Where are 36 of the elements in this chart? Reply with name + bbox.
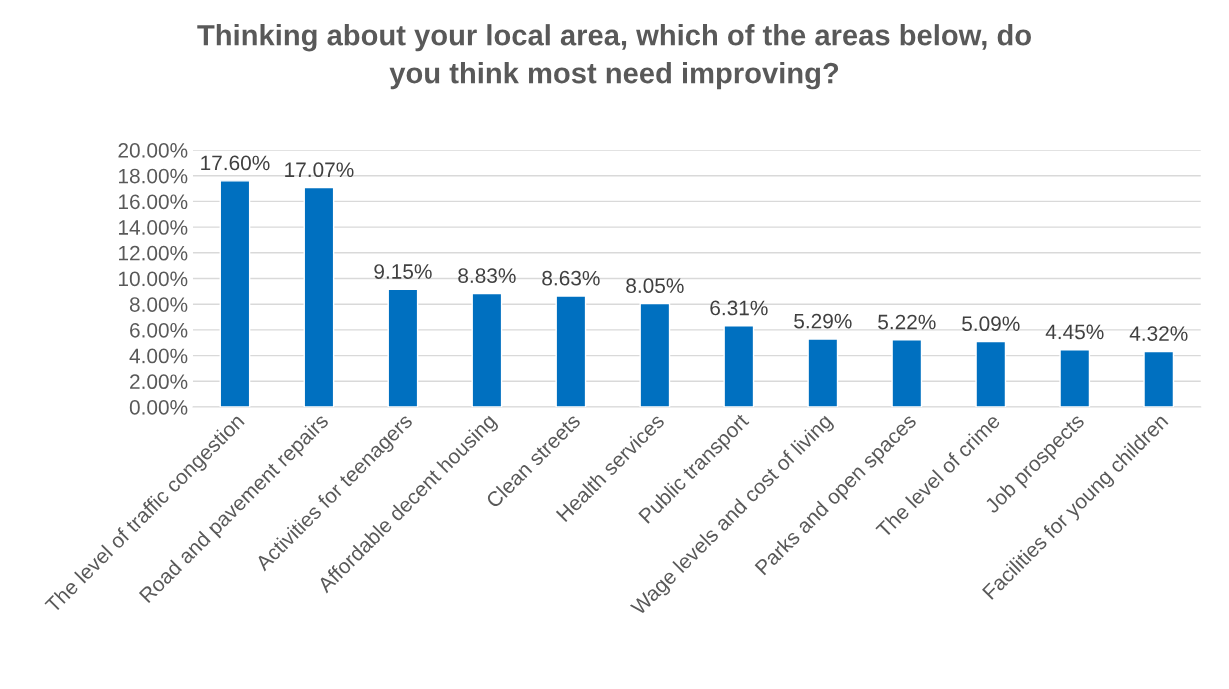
data-label: 8.63% [542,270,600,286]
bar [723,325,755,407]
y-tick-label: 10.00% [119,271,188,287]
y-tick-label: 12.00% [119,245,188,261]
bar [387,288,419,407]
y-tick-label: 6.00% [130,322,188,338]
bar [639,302,671,407]
data-label: 8.05% [626,278,684,294]
bar [975,340,1007,407]
y-tick-label: 20.00% [118,143,188,158]
chart-title: Thinking about your local area, which of the areas below, do you think most need improving? [197,24,1031,90]
y-tick-label: 18.00% [119,168,188,184]
bar [807,338,839,407]
data-label: 9.15% [374,264,432,279]
bar [303,186,335,407]
y-tick-label: 16.00% [119,194,188,210]
data-label: 17.60% [201,155,270,171]
data-label: 4.32% [1129,326,1188,341]
bar [1143,350,1175,407]
data-label: 4.45% [1045,324,1104,340]
data-label: 5.22% [878,314,936,330]
data-label: 6.31% [710,300,768,316]
bar [1059,349,1091,407]
data-label: 5.29% [794,313,852,329]
y-tick-label: 4.00% [129,348,188,364]
bar [555,295,587,407]
y-tick-label: 0.00% [129,400,188,415]
y-tick-label: 8.00% [129,297,188,312]
data-label: 5.09% [962,316,1020,332]
y-tick-label: 2.00% [130,374,188,390]
y-tick-label: 14.00% [119,220,188,235]
data-label: 8.83% [458,268,516,283]
bar [471,292,503,407]
bar [891,339,923,407]
bar [219,180,251,407]
data-label: 17.07% [285,162,354,178]
